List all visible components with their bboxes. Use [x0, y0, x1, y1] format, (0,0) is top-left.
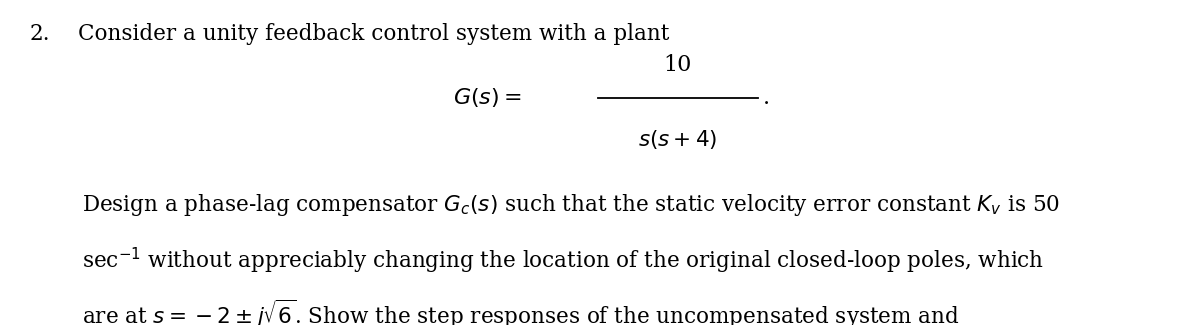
Text: $s(s+4)$: $s(s+4)$ — [638, 128, 718, 151]
Text: Consider a unity feedback control system with a plant: Consider a unity feedback control system… — [78, 23, 670, 45]
Text: 10: 10 — [664, 54, 692, 76]
Text: Design a phase-lag compensator $G_c(s)$ such that the static velocity error cons: Design a phase-lag compensator $G_c(s)$ … — [82, 192, 1060, 218]
Text: sec$^{-1}$ without appreciably changing the location of the original closed-loop: sec$^{-1}$ without appreciably changing … — [82, 245, 1044, 276]
Text: $G(s) =$: $G(s) =$ — [454, 86, 522, 109]
Text: .: . — [763, 86, 770, 109]
Text: 2.: 2. — [30, 23, 50, 45]
Text: are at $s = -2\pm j\sqrt{6}$. Show the step responses of the uncompensated syste: are at $s = -2\pm j\sqrt{6}$. Show the s… — [82, 297, 959, 325]
